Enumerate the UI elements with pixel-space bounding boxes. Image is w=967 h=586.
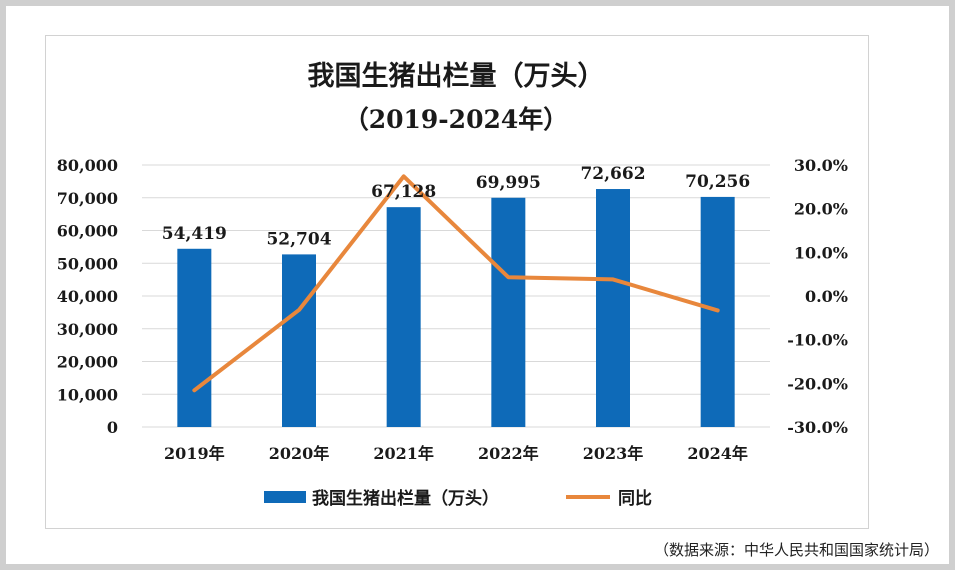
x-tick-label: 2022年 <box>478 444 539 463</box>
bar <box>386 207 421 427</box>
y-left-tick-label: 70,000 <box>57 189 118 208</box>
legend-line-label: 同比 <box>618 488 652 509</box>
x-tick-label: 2021年 <box>373 444 434 463</box>
source-note: （数据来源：中华人民共和国国家统计局） <box>653 541 939 559</box>
bar-value-label: 52,704 <box>266 229 331 249</box>
x-tick-label: 2019年 <box>164 444 225 463</box>
y-right-tick-label: -20.0% <box>787 374 848 393</box>
x-tick-label: 2023年 <box>583 444 644 463</box>
legend-bar-swatch <box>264 491 306 503</box>
y-left-tick-label: 60,000 <box>57 222 118 241</box>
y-right-tick-label: 30.0% <box>794 156 848 175</box>
y-left-tick-label: 50,000 <box>57 254 118 273</box>
y-left-tick-label: 40,000 <box>57 287 118 306</box>
bar <box>177 248 212 427</box>
y-right-tick-label: 10.0% <box>794 243 848 262</box>
y-left-tick-label: 20,000 <box>57 353 118 372</box>
bar <box>596 189 630 427</box>
bar-value-label: 70,256 <box>685 172 750 192</box>
chart-title: 我国生猪出栏量（万头） <box>307 61 605 92</box>
bar <box>282 254 316 427</box>
y-right-tick-label: 20.0% <box>794 200 848 219</box>
x-tick-label: 2020年 <box>269 444 330 463</box>
bar-value-label: 72,662 <box>580 164 645 184</box>
y-right-tick-label: -10.0% <box>787 331 848 350</box>
y-right-tick-label: -30.0% <box>787 418 848 437</box>
y-left-tick-label: 80,000 <box>57 156 118 175</box>
legend-bar-label: 我国生猪出栏量（万头） <box>312 488 499 509</box>
y-left-tick-label: 0 <box>107 418 118 437</box>
y-right-tick-label: 0.0% <box>805 287 848 306</box>
bar-value-label: 54,419 <box>162 224 227 244</box>
x-tick-label: 2024年 <box>687 444 748 463</box>
y-left-tick-label: 10,000 <box>57 385 118 404</box>
bar-value-label: 67,128 <box>371 182 436 202</box>
yoy-line <box>192 174 720 393</box>
bar-value-label: 69,995 <box>476 173 541 193</box>
bar <box>491 197 526 427</box>
y-left-tick-label: 30,000 <box>57 320 118 339</box>
chart-subtitle: （2019-2024年） <box>343 105 569 134</box>
